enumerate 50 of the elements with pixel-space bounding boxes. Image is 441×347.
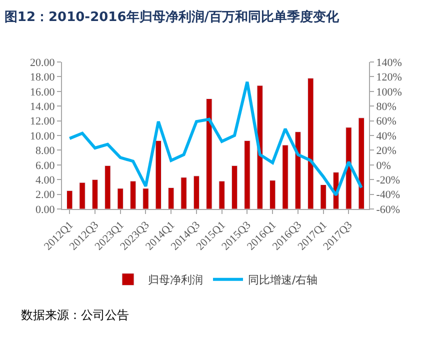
bar — [256, 85, 264, 209]
bar — [104, 165, 111, 209]
bar — [320, 184, 326, 209]
y2-tick-label: 0% — [376, 160, 391, 172]
bar — [79, 182, 86, 209]
y2-tick-label: 60% — [376, 116, 396, 128]
y-tick-label: 20.00 — [30, 56, 56, 69]
y2-tick-label: -20% — [376, 174, 400, 186]
y2-tick-label: 80% — [376, 100, 396, 113]
bar — [358, 118, 364, 209]
y-tick-label: 0.00 — [36, 204, 56, 216]
bar — [282, 144, 288, 209]
bar — [92, 179, 98, 209]
y2-tick-label: -60% — [376, 204, 400, 216]
y-tick-label: 8.00 — [36, 145, 56, 158]
bar — [130, 180, 136, 209]
bar — [269, 180, 276, 209]
y-tick-label: 10.00 — [30, 130, 56, 142]
y2-tick-label: 20% — [376, 145, 396, 158]
y2-tick-label: -40% — [376, 189, 400, 202]
y-tick-label: 6.00 — [36, 160, 56, 172]
y2-tick-label: 120% — [376, 72, 402, 84]
y2-tick-label: 100% — [376, 86, 402, 98]
bar — [193, 176, 200, 209]
bar — [244, 140, 250, 209]
bar — [155, 140, 162, 209]
y2-tick-label: 40% — [376, 130, 396, 142]
bar — [308, 78, 314, 209]
bar — [218, 180, 225, 209]
bar — [231, 165, 238, 209]
y2-tick-label: 140% — [376, 56, 402, 69]
legend-label: 归母净利润 — [148, 274, 203, 287]
y-tick-label: 18.00 — [30, 72, 56, 84]
y-tick-label: 14.00 — [30, 100, 56, 113]
y-tick-label: 12.00 — [30, 116, 56, 128]
legend-label: 同比增速/右轴 — [248, 274, 318, 287]
bar — [66, 190, 73, 209]
source-note: 数据来源：公司公告 — [21, 308, 129, 322]
chart-title: 图12：2010-2016年归母净利润/百万和同比单季度变化 — [4, 9, 340, 26]
y-tick-label: 2.00 — [36, 189, 56, 202]
y-tick-label: 4.00 — [36, 174, 56, 186]
y-tick-label: 16.00 — [30, 86, 56, 98]
bar — [346, 127, 352, 209]
bar — [142, 188, 149, 209]
line-series — [68, 80, 363, 197]
bar — [206, 98, 212, 209]
bar — [117, 188, 124, 209]
bar — [168, 187, 174, 209]
bar — [180, 177, 187, 209]
bar — [294, 132, 302, 209]
